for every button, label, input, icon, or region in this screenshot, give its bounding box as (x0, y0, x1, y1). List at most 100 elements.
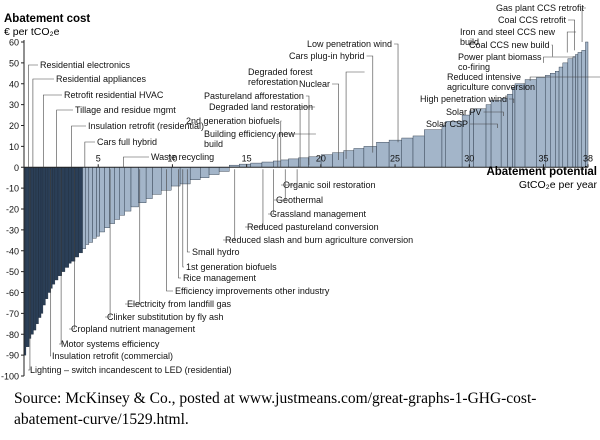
bar (363, 146, 377, 168)
leader-line (332, 83, 339, 160)
annotation-label: Pastureland afforestation (204, 91, 304, 101)
annotation-label: Cars plug-in hybrid (289, 51, 365, 61)
bar (99, 167, 105, 233)
leader-line (42, 94, 62, 168)
bar (42, 167, 46, 306)
bar (288, 158, 299, 168)
source-caption-text: Source: McKinsey & Co., posted at www.ju… (14, 390, 537, 428)
bar (343, 150, 355, 168)
annotation-label: Insulation retrofit (commercial) (52, 351, 173, 361)
y-tick-label: 60 (9, 38, 19, 48)
leader-line (529, 76, 600, 81)
abatement-cost-chart: Abatement cost € per tCO₂e 60 50 40 30 20 10 0… (1, 3, 600, 382)
leader-line (69, 169, 75, 330)
annotation-label: Gas plant CCS retrofit (496, 3, 585, 13)
leader-line (509, 98, 515, 103)
bar (401, 137, 414, 168)
annotation-label: Retrofit residential HVAC (64, 90, 164, 100)
bar (558, 66, 564, 168)
leader-line (299, 106, 316, 168)
bar (490, 100, 502, 168)
y-tick-label: -20 (6, 205, 19, 215)
bar (218, 167, 230, 172)
x-tick-label: 10 (167, 153, 177, 163)
bar (575, 54, 579, 168)
annotation-label: Cars full hybrid (97, 137, 157, 147)
bar (38, 167, 42, 318)
bar (507, 93, 513, 168)
bar (119, 167, 125, 216)
axes: 60 50 40 30 20 10 0 -10 -20 -30 -40 -50 -60 -70 -80 -90… (1, 38, 593, 382)
x-tick-label: 15 (242, 153, 252, 163)
x-tick-label: 20 (316, 153, 326, 163)
y-tick-label: 50 (9, 58, 19, 68)
leader-line (50, 169, 52, 357)
bar (54, 167, 59, 281)
bar (47, 167, 51, 293)
annotation-label: Motor systems efficiency (61, 339, 160, 349)
bar (171, 167, 181, 187)
annotation-label: Iron and steel CCS new build (460, 27, 556, 47)
bar (562, 62, 569, 168)
leader-line (305, 95, 310, 166)
bar (92, 167, 97, 239)
y-axis-label: € per tCO₂e (4, 26, 60, 38)
bar (261, 161, 274, 168)
y-tick-label: -40 (6, 246, 19, 256)
y-tick-label: -90 (6, 351, 19, 361)
leader-line (32, 78, 54, 168)
bar (555, 71, 560, 168)
bar (473, 108, 487, 168)
bar (130, 167, 139, 208)
bar (33, 167, 37, 331)
annotation-label: Reduced intensive agriculture conversion (447, 72, 535, 92)
bar (500, 98, 508, 168)
annotation-label: 2nd generation biofuels (186, 116, 280, 126)
bar (45, 167, 49, 299)
bar (114, 167, 120, 220)
leader-line (345, 71, 365, 159)
bar (85, 167, 90, 245)
leader-line (280, 120, 282, 168)
y-tick-label: 10 (9, 142, 19, 152)
leader-line (568, 19, 575, 51)
bar (567, 58, 574, 168)
bar (273, 160, 282, 168)
annotation-label: Residential appliances (56, 74, 147, 84)
x-tick-label: 30 (464, 153, 474, 163)
annotation-label: Efficiency improvements other industry (175, 286, 330, 296)
annotation-label: Rice management (183, 273, 257, 283)
annotation-label: Cropland nutrient management (71, 324, 196, 334)
x-tick-label: 25 (390, 153, 400, 163)
leader-line (268, 169, 274, 215)
leader-line (543, 56, 576, 63)
leader-line (178, 169, 181, 279)
leader-line (277, 133, 316, 168)
annotation-label: Small hydro (192, 247, 240, 257)
y-tick-label: -30 (6, 225, 19, 235)
annotation-label: Lighting – switch incandescent to LED (r… (30, 365, 232, 375)
annotation-label: Coal CCS retrofit (498, 15, 567, 25)
annotation-label: Low penetration wind (307, 39, 392, 49)
leader-line (281, 169, 298, 186)
leader-line (123, 156, 149, 168)
bar (585, 41, 589, 168)
y-tick-label: -100 (1, 372, 19, 382)
bar (412, 135, 425, 168)
bar (572, 56, 576, 168)
bar (332, 152, 344, 168)
bar (96, 167, 100, 237)
bar (52, 167, 56, 285)
leader-line (125, 169, 141, 305)
y-tick-label: 0 (14, 163, 19, 173)
annotations: Residential electronics Residential appli… (28, 3, 600, 375)
y-tick-label: -50 (6, 267, 19, 277)
annotation-label: Clinker substitution by fly ash (107, 312, 224, 322)
y-tick-label: 40 (9, 79, 19, 89)
annotation-label: Organic soil restoration (283, 180, 376, 190)
bar (353, 148, 365, 168)
annotation-label: Grassland management (270, 209, 367, 219)
x-tick-label: 5 (96, 153, 101, 163)
leader-line (245, 169, 264, 228)
x-axis-label: Abatement potential (486, 166, 597, 178)
